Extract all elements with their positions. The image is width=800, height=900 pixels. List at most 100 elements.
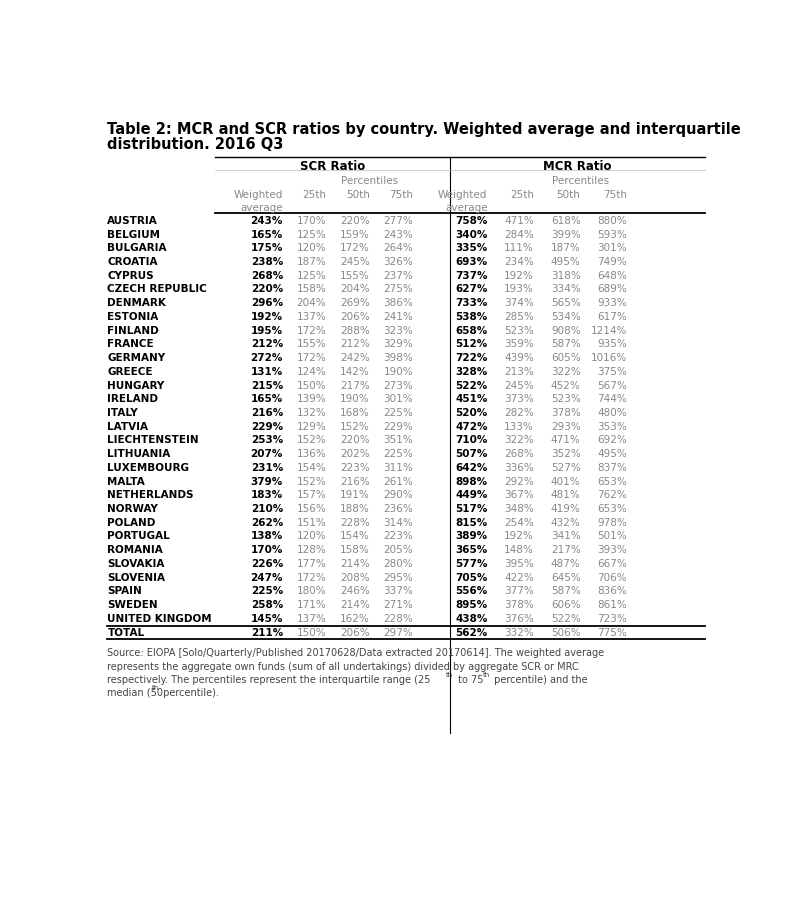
Text: 275%: 275%: [383, 284, 413, 294]
Text: 374%: 374%: [504, 298, 534, 308]
Text: 268%: 268%: [250, 271, 283, 281]
Text: DENMARK: DENMARK: [107, 298, 166, 308]
Text: 129%: 129%: [297, 422, 326, 432]
Text: 195%: 195%: [250, 326, 283, 336]
Text: Percentiles: Percentiles: [552, 176, 609, 186]
Text: 225%: 225%: [250, 587, 283, 597]
Text: 733%: 733%: [455, 298, 487, 308]
Text: 156%: 156%: [297, 504, 326, 514]
Text: 335%: 335%: [455, 243, 487, 253]
Text: 398%: 398%: [383, 353, 413, 363]
Text: 177%: 177%: [297, 559, 326, 569]
Text: 328%: 328%: [455, 367, 487, 377]
Text: 284%: 284%: [504, 230, 534, 239]
Text: 471%: 471%: [504, 216, 534, 226]
Text: 487%: 487%: [550, 559, 581, 569]
Text: 223%: 223%: [340, 463, 370, 473]
Text: th: th: [446, 672, 454, 678]
Text: 210%: 210%: [250, 504, 283, 514]
Text: 367%: 367%: [504, 491, 534, 500]
Text: 190%: 190%: [383, 367, 413, 377]
Text: 359%: 359%: [504, 339, 534, 349]
Text: SCR Ratio: SCR Ratio: [300, 160, 365, 173]
Text: 775%: 775%: [598, 627, 627, 637]
Text: 238%: 238%: [250, 257, 283, 267]
Text: 618%: 618%: [550, 216, 581, 226]
Text: 399%: 399%: [550, 230, 581, 239]
Text: 378%: 378%: [550, 408, 581, 418]
Text: 653%: 653%: [598, 477, 627, 487]
Text: percentile) and the: percentile) and the: [490, 675, 587, 685]
Text: 136%: 136%: [297, 449, 326, 459]
Text: MALTA: MALTA: [107, 477, 145, 487]
Text: 340%: 340%: [455, 230, 487, 239]
Text: GREECE: GREECE: [107, 367, 153, 377]
Text: 120%: 120%: [297, 532, 326, 542]
Text: 705%: 705%: [455, 572, 487, 582]
Text: 710%: 710%: [455, 436, 487, 446]
Text: 667%: 667%: [598, 559, 627, 569]
Text: 401%: 401%: [551, 477, 581, 487]
Text: 376%: 376%: [504, 614, 534, 624]
Text: 480%: 480%: [598, 408, 627, 418]
Text: POLAND: POLAND: [107, 518, 156, 527]
Text: 351%: 351%: [383, 436, 413, 446]
Text: 336%: 336%: [504, 463, 534, 473]
Text: 495%: 495%: [598, 449, 627, 459]
Text: 204%: 204%: [297, 298, 326, 308]
Text: 648%: 648%: [598, 271, 627, 281]
Text: distribution. 2016 Q3: distribution. 2016 Q3: [107, 137, 284, 152]
Text: 175%: 175%: [250, 243, 283, 253]
Text: 438%: 438%: [455, 614, 487, 624]
Text: 1016%: 1016%: [590, 353, 627, 363]
Text: 271%: 271%: [383, 600, 413, 610]
Text: 523%: 523%: [550, 394, 581, 404]
Text: 128%: 128%: [297, 545, 326, 555]
Text: to 75: to 75: [454, 675, 483, 685]
Text: 898%: 898%: [455, 477, 487, 487]
Text: 692%: 692%: [598, 436, 627, 446]
Text: 157%: 157%: [297, 491, 326, 500]
Text: 527%: 527%: [550, 463, 581, 473]
Text: 375%: 375%: [598, 367, 627, 377]
Text: 264%: 264%: [383, 243, 413, 253]
Text: th: th: [151, 685, 158, 691]
Text: Weighted
average: Weighted average: [234, 190, 283, 213]
Text: 332%: 332%: [504, 627, 534, 637]
Text: 311%: 311%: [383, 463, 413, 473]
Text: ROMANIA: ROMANIA: [107, 545, 163, 555]
Text: respectively. The percentiles represent the interquartile range (25: respectively. The percentiles represent …: [107, 675, 431, 685]
Text: 295%: 295%: [383, 572, 413, 582]
Text: LITHUANIA: LITHUANIA: [107, 449, 170, 459]
Text: 223%: 223%: [383, 532, 413, 542]
Text: 523%: 523%: [504, 326, 534, 336]
Text: SWEDEN: SWEDEN: [107, 600, 158, 610]
Text: 246%: 246%: [340, 587, 370, 597]
Text: 124%: 124%: [297, 367, 326, 377]
Text: 191%: 191%: [340, 491, 370, 500]
Text: 192%: 192%: [504, 271, 534, 281]
Text: 234%: 234%: [504, 257, 534, 267]
Text: 288%: 288%: [340, 326, 370, 336]
Text: 152%: 152%: [340, 422, 370, 432]
Text: 214%: 214%: [340, 600, 370, 610]
Text: 501%: 501%: [598, 532, 627, 542]
Text: 165%: 165%: [250, 230, 283, 239]
Text: 142%: 142%: [340, 367, 370, 377]
Text: 253%: 253%: [250, 436, 283, 446]
Text: 187%: 187%: [297, 257, 326, 267]
Text: 228%: 228%: [383, 614, 413, 624]
Text: PORTUGAL: PORTUGAL: [107, 532, 170, 542]
Text: Percentiles: Percentiles: [341, 176, 398, 186]
Text: 273%: 273%: [383, 381, 413, 391]
Text: 861%: 861%: [598, 600, 627, 610]
Text: 226%: 226%: [250, 559, 283, 569]
Text: SPAIN: SPAIN: [107, 587, 142, 597]
Text: 689%: 689%: [598, 284, 627, 294]
Text: 520%: 520%: [455, 408, 487, 418]
Text: 395%: 395%: [504, 559, 534, 569]
Text: 737%: 737%: [455, 271, 487, 281]
Text: 322%: 322%: [504, 436, 534, 446]
Text: 577%: 577%: [455, 559, 487, 569]
Text: 148%: 148%: [504, 545, 534, 555]
